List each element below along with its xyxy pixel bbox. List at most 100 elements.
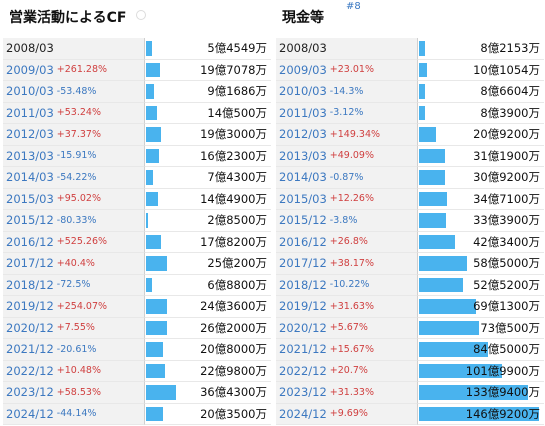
value-bar: [419, 385, 529, 400]
period-link[interactable]: 2014/03: [6, 170, 54, 185]
value-text: 84億5000万: [473, 342, 540, 357]
cash-panel: 現金等 #8 2008/03 8億2153万 2009/03 +23.01% 10億10…: [276, 0, 544, 425]
value-cell: 20億3500万: [145, 404, 271, 425]
period-link[interactable]: 2013/03: [6, 148, 54, 163]
value-bar: [146, 385, 176, 400]
period-link[interactable]: 2011/03: [279, 105, 327, 120]
table-row: 2024/12 -44.14% 20億3500万: [3, 403, 271, 425]
period-cell: 2018/12 -10.22%: [276, 274, 418, 296]
value-text: 14億500万: [207, 105, 267, 120]
table-row: 2017/12 +38.17% 58億5000万: [276, 253, 544, 275]
value-bar: [146, 84, 154, 99]
period-cell: 2011/03 -3.12%: [276, 102, 418, 124]
value-cell: 14億500万: [145, 103, 271, 124]
period-link[interactable]: 2015/03: [279, 191, 327, 206]
period-link[interactable]: 2009/03: [6, 62, 54, 77]
period-link[interactable]: 2019/12: [279, 299, 327, 314]
table-row: 2011/03 -3.12% 8億3900万: [276, 102, 544, 124]
period-link[interactable]: 2008/03: [279, 41, 327, 56]
period-cell: 2017/12 +38.17%: [276, 253, 418, 275]
period-link[interactable]: 2016/12: [6, 234, 54, 249]
value-text: 19億3000万: [200, 127, 267, 142]
table-row: 2008/03 8億2153万: [276, 38, 544, 60]
value-text: 42億3400万: [473, 234, 540, 249]
change-percent: +95.02%: [56, 193, 101, 205]
period-link[interactable]: 2016/12: [279, 234, 327, 249]
period-link[interactable]: 2021/12: [279, 342, 327, 357]
table-row: 2011/03 +53.24% 14億500万: [3, 102, 271, 124]
period-cell: 2023/12 +31.33%: [276, 382, 418, 404]
period-link[interactable]: 2022/12: [6, 363, 54, 378]
period-link[interactable]: 2017/12: [279, 256, 327, 271]
period-link[interactable]: 2017/12: [6, 256, 54, 271]
period-link[interactable]: 2015/12: [6, 213, 54, 228]
change-percent: +261.28%: [56, 64, 108, 76]
period-link[interactable]: 2018/12: [279, 277, 327, 292]
value-cell: 9億1686万: [145, 81, 271, 103]
value-text: 20億9200万: [473, 127, 540, 142]
value-bar: [146, 191, 158, 206]
period-link[interactable]: 2018/12: [6, 277, 54, 292]
value-cell: 5億4549万: [145, 38, 271, 60]
table-row: 2014/03 -0.87% 30億9200万: [276, 167, 544, 189]
period-link[interactable]: 2024/12: [6, 406, 54, 421]
period-cell: 2008/03: [276, 38, 418, 60]
value-bar: [419, 84, 426, 99]
value-bar: [146, 41, 153, 56]
period-link[interactable]: 2010/03: [6, 84, 54, 99]
change-percent: +5.67%: [329, 322, 368, 334]
value-bar: [146, 342, 164, 357]
period-link[interactable]: 2020/12: [279, 320, 327, 335]
period-link[interactable]: 2023/12: [6, 385, 54, 400]
value-text: 33億3900万: [473, 213, 540, 228]
value-text: 9億1686万: [207, 84, 267, 99]
table-row: 2015/03 +12.26% 34億7100万: [276, 188, 544, 210]
period-cell: 2009/03 +261.28%: [3, 59, 145, 81]
value-cell: 146億9200万: [418, 404, 544, 425]
period-link[interactable]: 2024/12: [279, 406, 327, 421]
rank-tag[interactable]: #8: [346, 1, 361, 12]
period-cell: 2019/12 +31.63%: [276, 296, 418, 318]
period-link[interactable]: 2013/03: [279, 148, 327, 163]
value-bar: [146, 299, 168, 314]
period-link[interactable]: 2021/12: [6, 342, 54, 357]
change-percent: +20.7%: [329, 365, 368, 377]
value-text: 8億6604万: [480, 84, 540, 99]
period-link[interactable]: 2019/12: [6, 299, 54, 314]
period-link[interactable]: 2023/12: [279, 385, 327, 400]
change-percent: -0.87%: [329, 171, 364, 183]
change-percent: +26.8%: [329, 236, 368, 248]
period-link[interactable]: 2010/03: [279, 84, 327, 99]
value-bar: [419, 148, 445, 163]
value-text: 20億8000万: [200, 342, 267, 357]
period-cell: 2015/03 +95.02%: [3, 188, 145, 210]
period-link[interactable]: 2020/12: [6, 320, 54, 335]
value-cell: 101億9900万: [418, 361, 544, 382]
period-link[interactable]: 2012/03: [279, 127, 327, 142]
value-text: 52億5200万: [473, 277, 540, 292]
period-link[interactable]: 2015/03: [6, 191, 54, 206]
period-link[interactable]: 2011/03: [6, 105, 54, 120]
period-cell: 2013/03 +49.09%: [276, 145, 418, 167]
change-percent: +9.69%: [329, 408, 368, 420]
value-cell: 8億6604万: [418, 81, 544, 103]
period-link[interactable]: 2022/12: [279, 363, 327, 378]
period-cell: 2014/03 -54.22%: [3, 167, 145, 189]
table-row: 2012/03 +149.34% 20億9200万: [276, 124, 544, 146]
panel-title: 営業活動によるCF: [9, 10, 127, 26]
operating-cf-panel: 営業活動によるCF 2008/03 5億4549万 2009/03 +261.28% 1…: [3, 0, 271, 425]
info-icon[interactable]: [136, 10, 146, 20]
period-link[interactable]: 2015/12: [279, 213, 327, 228]
period-link[interactable]: 2012/03: [6, 127, 54, 142]
period-link[interactable]: 2014/03: [279, 170, 327, 185]
value-cell: 33億3900万: [418, 210, 544, 232]
period-cell: 2022/12 +10.48%: [3, 360, 145, 382]
table-row: 2019/12 +254.07% 24億3600万: [3, 296, 271, 318]
table-row: 2020/12 +5.67% 73億500万: [276, 317, 544, 339]
change-percent: +31.33%: [329, 386, 374, 398]
table-row: 2023/12 +31.33% 133億9400万: [276, 382, 544, 404]
period-link[interactable]: 2008/03: [6, 41, 54, 56]
value-cell: 42億3400万: [418, 232, 544, 253]
period-link[interactable]: 2009/03: [279, 62, 327, 77]
change-percent: -20.61%: [56, 343, 97, 355]
